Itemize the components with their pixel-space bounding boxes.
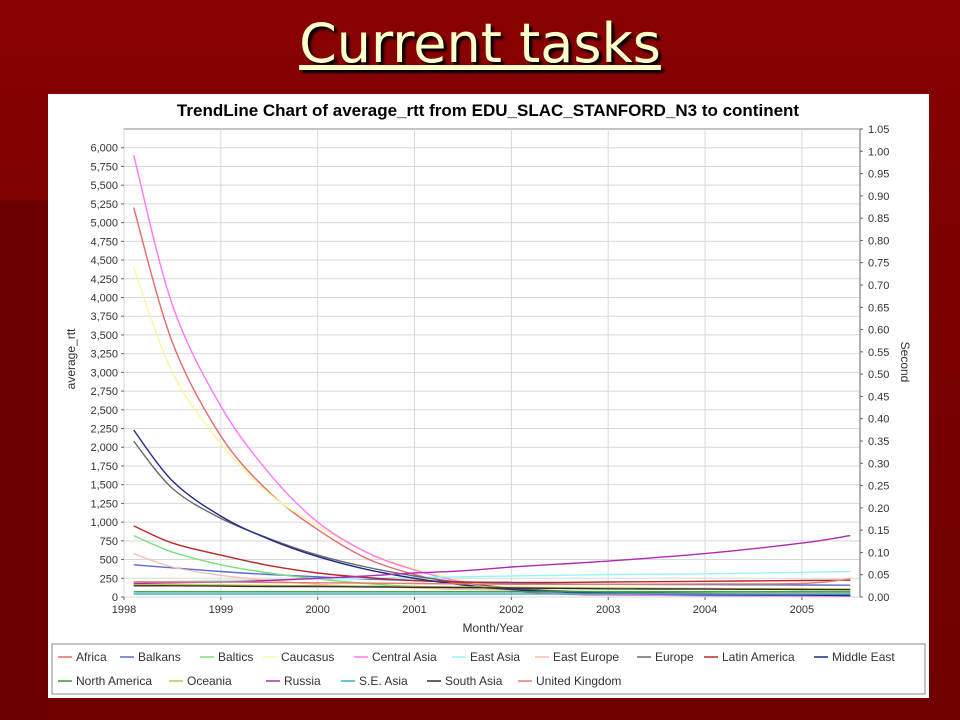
y2-tick-label: 0.90 [868, 191, 889, 203]
x-tick-label: 1998 [112, 604, 136, 616]
legend-label-north-america: North America [76, 674, 152, 688]
chart-title: TrendLine Chart of average_rtt from EDU_… [177, 101, 799, 120]
y-tick-label: 2,750 [90, 386, 118, 398]
y2-tick-label: 1.05 [868, 124, 889, 136]
y2-tick-label: 0.50 [868, 369, 889, 381]
legend-label-oceania: Oceania [187, 674, 232, 688]
y-tick-label: 3,250 [90, 349, 118, 361]
y-tick-label: 500 [100, 555, 118, 567]
y2-tick-label: 0.60 [868, 325, 889, 337]
series-line-central-asia [133, 155, 851, 597]
y2-tick-label: 0.80 [868, 235, 889, 247]
y2-tick-label: 0.70 [868, 280, 889, 292]
legend-label-central-asia: Central Asia [372, 650, 437, 664]
x-tick-label: 2001 [402, 604, 426, 616]
x-tick-label: 2000 [305, 604, 329, 616]
y2-tick-label: 0.20 [868, 503, 889, 515]
legend-label-caucasus: Caucasus [281, 650, 334, 664]
y2-tick-label: 1.00 [868, 146, 889, 158]
trendline-chart: TrendLine Chart of average_rtt from EDU_… [51, 101, 926, 695]
y2-tick-label: 0.25 [868, 481, 889, 493]
y-tick-label: 3,000 [90, 367, 118, 379]
y-tick-label: 2,250 [90, 424, 118, 436]
y2-tick-label: 0.00 [868, 592, 889, 604]
legend-label-europe: Europe [655, 650, 694, 664]
slide-shade [0, 200, 48, 720]
y-tick-label: 250 [100, 573, 118, 585]
x-tick-label: 2004 [693, 604, 717, 616]
legend-label-middle-east: Middle East [832, 650, 895, 664]
x-tick-label: 2005 [790, 604, 814, 616]
y-tick-label: 1,500 [90, 480, 118, 492]
y-tick-label: 1,000 [90, 517, 118, 529]
x-axis-label: Month/Year [463, 621, 524, 635]
y2-tick-label: 0.95 [868, 169, 889, 181]
slide-title: Current tasks [299, 12, 661, 75]
y-tick-label: 2,000 [90, 442, 118, 454]
y2-tick-label: 0.85 [868, 213, 889, 225]
legend-label-russia: Russia [284, 674, 321, 688]
y-tick-label: 2,500 [90, 405, 118, 417]
y2-tick-label: 0.30 [868, 458, 889, 470]
y-tick-label: 5,500 [90, 180, 118, 192]
legend-label-s-e-asia: S.E. Asia [359, 674, 408, 688]
y-tick-label: 5,000 [90, 218, 118, 230]
y-tick-label: 4,500 [90, 255, 118, 267]
series-line-latin-america [133, 525, 851, 584]
x-tick-label: 1999 [209, 604, 233, 616]
y-axis-right: 0.00 0.05 0.10 0.15 0.20 0.25 0.30 0.35 0.40 0.45… [859, 124, 889, 604]
legend-label-east-asia: East Asia [470, 650, 520, 664]
y-tick-label: 4,750 [90, 236, 118, 248]
y2-axis-label: Second [898, 342, 912, 383]
series-lines [133, 155, 851, 597]
y-tick-label: 5,250 [90, 199, 118, 211]
y-tick-label: 5,750 [90, 161, 118, 173]
plot-background [123, 128, 861, 598]
x-tick-label: 2002 [499, 604, 523, 616]
y-tick-label: 6,000 [90, 143, 118, 155]
y-tick-label: 1,750 [90, 461, 118, 473]
y2-tick-label: 0.10 [868, 547, 889, 559]
y-axis-left: 0 250 500 750 1,000 1,250 1,500 1,750 2,000 2,250… [90, 143, 124, 604]
legend-box [51, 643, 926, 695]
y2-tick-label: 0.45 [868, 391, 889, 403]
y2-tick-label: 0.35 [868, 436, 889, 448]
series-line-united-kingdom [133, 578, 851, 585]
legend-label-baltics: Baltics [218, 650, 253, 664]
y-tick-label: 3,500 [90, 330, 118, 342]
y2-tick-label: 0.15 [868, 525, 889, 537]
chart-panel: TrendLine Chart of average_rtt from EDU_… [48, 94, 929, 698]
legend-label-balkans: Balkans [138, 650, 181, 664]
y-tick-label: 4,250 [90, 274, 118, 286]
legend-label-latin-america: Latin America [722, 650, 795, 664]
x-tick-label: 2003 [596, 604, 620, 616]
x-axis: 1998 1999 2000 2001 2002 2003 2004 2005 [112, 597, 814, 616]
y-tick-label: 3,750 [90, 311, 118, 323]
y2-tick-label: 0.05 [868, 570, 889, 582]
y-tick-label: 4,000 [90, 292, 118, 304]
legend-label-united-kingdom: United Kingdom [536, 674, 621, 688]
legend-label-east-europe: East Europe [553, 650, 619, 664]
y-tick-label: 1,250 [90, 498, 118, 510]
legend: Africa Balkans Baltics Caucasus Central Asia… [51, 643, 926, 695]
legend-label-south-asia: South Asia [445, 674, 503, 688]
y-axis-label: average_rtt [64, 328, 78, 389]
legend-label-africa: Africa [76, 650, 107, 664]
plot-area [123, 128, 861, 598]
y2-tick-label: 0.75 [868, 258, 889, 270]
y2-tick-label: 0.55 [868, 347, 889, 359]
y-tick-label: 0 [112, 592, 118, 604]
y2-tick-label: 0.65 [868, 302, 889, 314]
series-line-east-asia [133, 570, 851, 583]
y-tick-label: 750 [100, 536, 118, 548]
series-line-south-asia [133, 585, 851, 591]
y2-tick-label: 0.40 [868, 414, 889, 426]
